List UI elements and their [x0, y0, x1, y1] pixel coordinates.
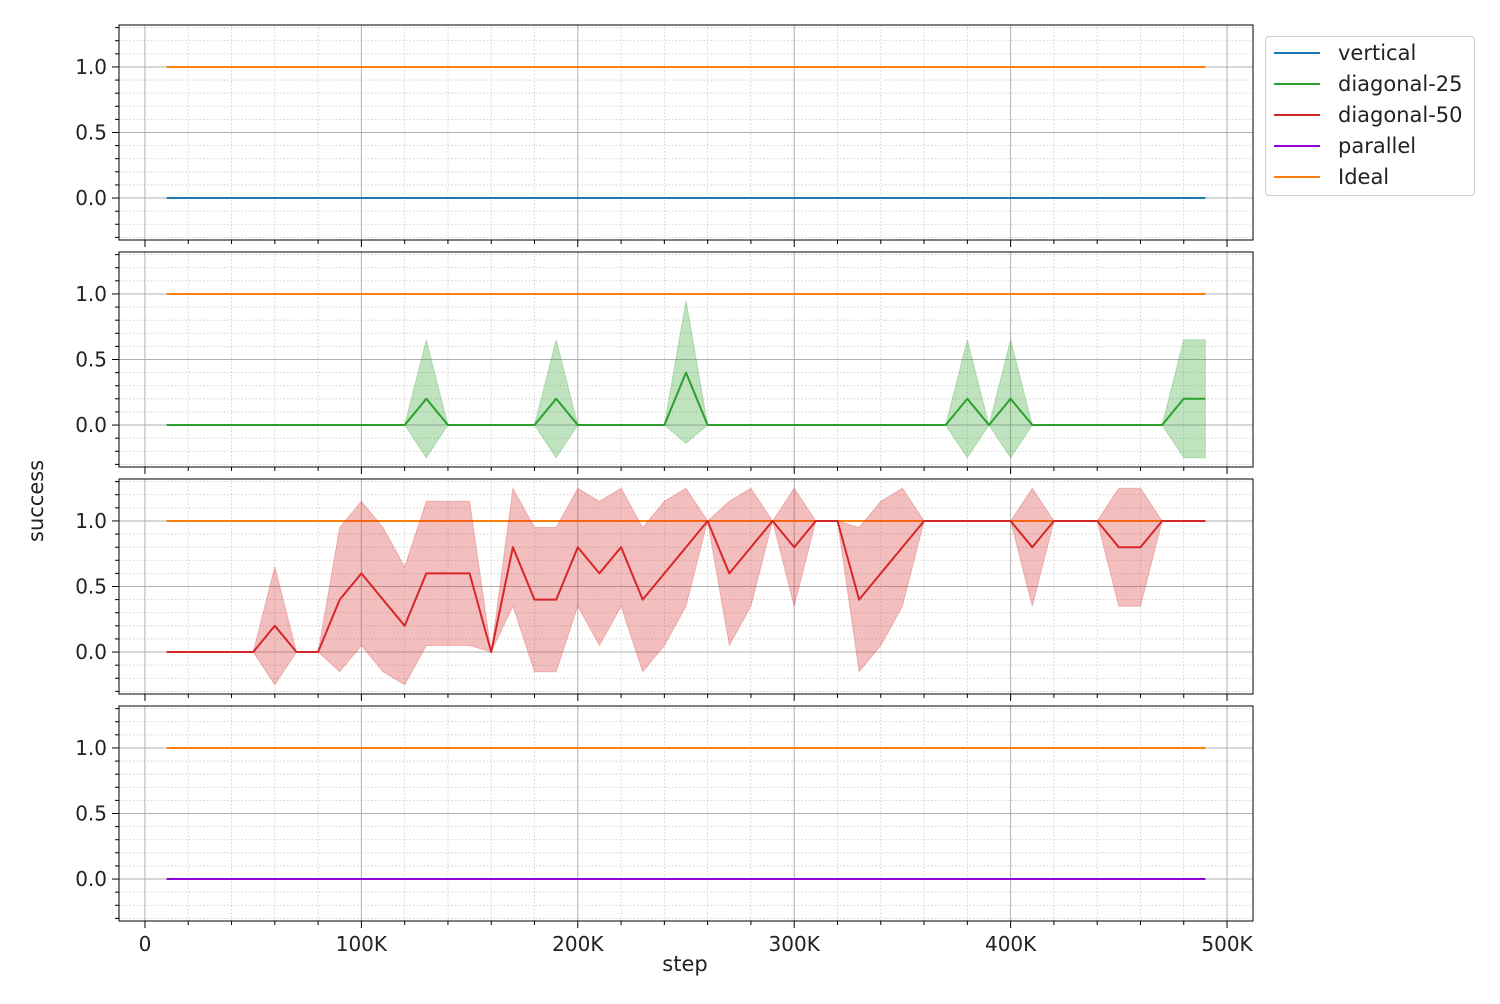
legend: vertical diagonal-25 diagonal-50 paralle… [1265, 36, 1475, 196]
legend-label-diagonal-50: diagonal-50 [1338, 103, 1463, 127]
y-tick-label: 0.0 [75, 186, 107, 210]
y-tick-label: 1.0 [75, 509, 107, 533]
y-tick-label: 1.0 [75, 736, 107, 760]
series-line-diagonal-50 [166, 520, 1206, 653]
y-tick-label: 0.5 [75, 575, 107, 599]
legend-label-parallel: parallel [1338, 134, 1417, 158]
y-tick-label: 0.0 [75, 867, 107, 891]
legend-swatch-parallel [1274, 145, 1320, 147]
y-tick-label: 1.0 [75, 282, 107, 306]
panel-1: 0.0 0.5 1.0 [75, 24, 1254, 247]
x-tick-label: 200K [552, 932, 604, 956]
y-tick-label: 0.5 [75, 348, 107, 372]
legend-swatch-diagonal-25 [1274, 83, 1320, 85]
y-tick-label: 0.5 [75, 802, 107, 826]
legend-label-ideal: Ideal [1338, 165, 1390, 189]
x-tick-label: 400K [985, 932, 1037, 956]
legend-label-vertical: vertical [1338, 41, 1417, 65]
x-tick-label: 300K [769, 932, 821, 956]
legend-swatch-ideal [1274, 176, 1320, 178]
series-line-diagonal-25 [166, 371, 1206, 426]
y-tick-label: 0.0 [75, 413, 107, 437]
y-axis-label: success [24, 459, 48, 542]
series-band-diagonal-25 [166, 300, 1206, 459]
panel-2: 0.0 0.5 1.0 [75, 251, 1254, 474]
x-tick-label: 500K [1201, 932, 1253, 956]
legend-item-parallel: parallel [1274, 132, 1416, 160]
legend-item-ideal: Ideal [1274, 163, 1389, 191]
panel-3: 0.0 0.5 1.0 [75, 478, 1254, 701]
y-tick-label: 1.0 [75, 55, 107, 79]
legend-item-diagonal-25: diagonal-25 [1274, 70, 1463, 98]
y-tick-label: 0.0 [75, 640, 107, 664]
legend-item-vertical: vertical [1274, 39, 1416, 67]
legend-label-diagonal-25: diagonal-25 [1338, 72, 1463, 96]
panel-4: 0.0 0.5 1.0 [75, 705, 1254, 928]
legend-item-diagonal-50: diagonal-50 [1274, 101, 1463, 129]
y-tick-label: 0.5 [75, 121, 107, 145]
series-band-diagonal-50 [166, 486, 1206, 686]
legend-swatch-diagonal-50 [1274, 114, 1320, 116]
x-tick-label: 100K [336, 932, 388, 956]
legend-swatch-vertical [1274, 52, 1320, 54]
x-axis-label: step [662, 952, 708, 976]
x-tick-label: 0 [139, 932, 152, 956]
